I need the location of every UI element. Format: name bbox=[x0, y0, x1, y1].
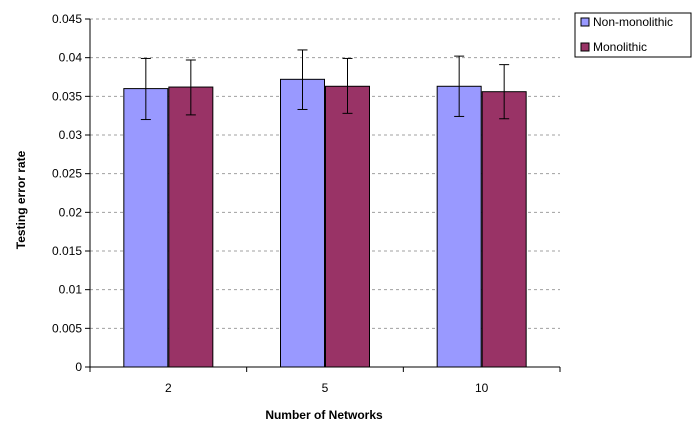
bars bbox=[123, 78, 527, 368]
legend-label-non-monolithic: Non-monolithic bbox=[593, 15, 673, 29]
y-tick-label: 0.01 bbox=[59, 283, 83, 297]
legend-swatch-non-monolithic bbox=[580, 17, 590, 27]
legend-swatch-monolithic bbox=[580, 42, 590, 52]
y-tick-label: 0.04 bbox=[59, 51, 83, 65]
legend-box bbox=[574, 12, 692, 58]
x-tick-label: 5 bbox=[322, 381, 329, 395]
y-tick-label: 0.025 bbox=[52, 167, 82, 181]
axes bbox=[85, 18, 561, 372]
bar-monolithic-10 bbox=[481, 91, 527, 368]
x-axis-title: Number of Networks bbox=[265, 408, 383, 422]
legend: Non-monolithic Monolithic bbox=[574, 12, 692, 58]
x-tick-label: 10 bbox=[475, 381, 489, 395]
y-tick-label: 0.03 bbox=[59, 128, 83, 142]
y-tick-label: 0.02 bbox=[59, 205, 83, 219]
y-tick-labels: 0 0.005 0.01 0.015 0.02 0.025 0.03 0.035 0.04 0.0… bbox=[52, 12, 82, 374]
y-tick-label: 0.015 bbox=[52, 244, 82, 258]
bar-non-monolithic-10 bbox=[436, 85, 482, 368]
x-tick-labels: 2 5 10 bbox=[165, 381, 489, 395]
y-axis-title: Testing error rate bbox=[14, 150, 28, 249]
bar-monolithic-2 bbox=[168, 86, 214, 368]
error-bars bbox=[140, 49, 510, 121]
bar-monolithic-5 bbox=[325, 85, 370, 368]
legend-label-monolithic: Monolithic bbox=[593, 40, 647, 54]
bar-non-monolithic-5 bbox=[280, 78, 325, 368]
y-tick-label: 0 bbox=[75, 360, 82, 374]
y-tick-label: 0.035 bbox=[52, 89, 82, 103]
x-tick-label: 2 bbox=[165, 381, 172, 395]
y-tick-label: 0.045 bbox=[52, 12, 82, 26]
bar-non-monolithic-2 bbox=[123, 88, 169, 368]
y-tick-label: 0.005 bbox=[52, 321, 82, 335]
